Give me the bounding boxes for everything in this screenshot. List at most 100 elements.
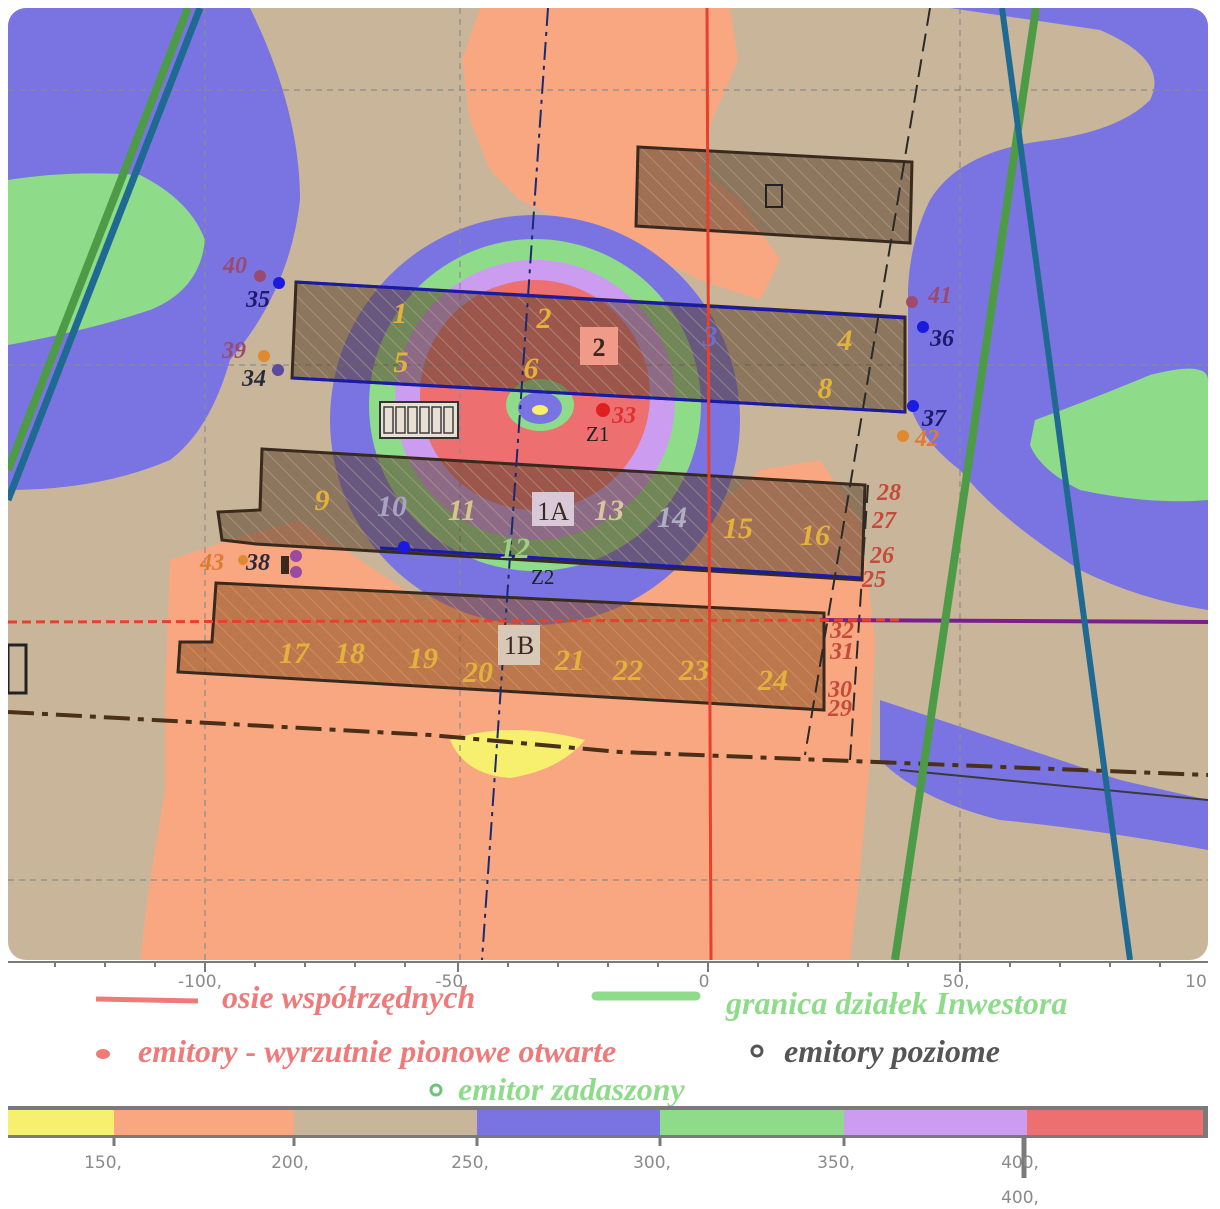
emitter-dot <box>258 350 270 362</box>
emitter-number: 42 <box>914 426 939 452</box>
emitter-dot <box>272 364 284 376</box>
legend-coord-axes: osie współrzędnych <box>222 979 475 1015</box>
coordinate-axes <box>8 8 901 960</box>
emitter-number: 39 <box>221 338 246 364</box>
emitter-dot <box>897 430 909 442</box>
colorbar-segment <box>294 1110 477 1135</box>
colorbar-segment <box>114 1110 294 1135</box>
colorbar-segment <box>477 1110 660 1135</box>
colorbar-segment <box>660 1110 844 1135</box>
section-number: 17 <box>279 637 310 670</box>
colorbar-tick: 400, <box>1001 1153 1039 1173</box>
emitter-dot <box>238 555 248 565</box>
colorbar: 150, 200, 250, 300, 350, 400, 400, <box>8 1106 1208 1208</box>
section-number: 15 <box>723 512 753 545</box>
emitter-number: 25 <box>861 567 886 593</box>
section-number: 9 <box>315 484 330 517</box>
emitter-dot <box>596 403 610 417</box>
colorbar-segment <box>8 1110 114 1135</box>
x-tick-label: 0 <box>699 972 710 992</box>
colorbar-tick: 200, <box>271 1153 309 1173</box>
legend-investor-boundary: granica działek Inwestora <box>725 985 1067 1021</box>
section-number: 19 <box>408 642 438 675</box>
legend-horizontal: emitory poziome <box>784 1033 1000 1069</box>
section-number: 20 <box>462 656 493 689</box>
zone-300-right-bottom <box>880 700 1208 850</box>
section-number: 23 <box>678 654 709 687</box>
x-tick-label: 10 <box>1185 972 1207 992</box>
colorbar-segment <box>844 1110 1027 1135</box>
section-number: 4 <box>837 324 853 357</box>
x-axis: -100, -50, 0 50, 10 <box>8 961 1208 992</box>
zone-200-bottom <box>140 460 875 960</box>
section-number: 24 <box>757 664 788 697</box>
emitter-number: 27 <box>871 508 897 534</box>
emitter-dot <box>907 400 919 412</box>
zone-label-z1: Z1 <box>586 422 609 446</box>
building-label-1a: 1A <box>537 497 569 526</box>
building-label-1b: 1B <box>504 631 534 660</box>
colorbar-segment <box>1027 1110 1203 1135</box>
zone-350-right <box>1030 368 1208 502</box>
emitter-number: 41 <box>927 283 952 309</box>
map-area: 2 1A 1B 1 2 3 4 5 6 8 9 10 11 12 13 14 1… <box>8 8 1208 960</box>
investor-boundary-right-green <box>891 8 1040 960</box>
building-block-2-north <box>634 145 914 245</box>
grid <box>8 8 1208 960</box>
section-number: 3 <box>702 320 718 353</box>
investor-boundary-right-blue <box>999 8 1133 960</box>
emitter-dot <box>917 321 929 333</box>
section-number: 5 <box>394 346 409 379</box>
emitter-number: 36 <box>929 326 954 352</box>
colorbar-tick: 350, <box>817 1153 855 1173</box>
section-number: 12 <box>500 532 530 565</box>
section-number: 2 <box>536 302 552 335</box>
colorbar-tick: 300, <box>633 1153 671 1173</box>
colorbar-tick: 150, <box>84 1153 122 1173</box>
emitter-dot <box>290 550 302 562</box>
emitter-number: 37 <box>921 406 947 432</box>
section-number: 21 <box>554 644 585 677</box>
emitter-number: 31 <box>829 639 854 665</box>
emitter-number: 43 <box>199 550 224 576</box>
section-number: 18 <box>335 637 365 670</box>
property-line-south <box>8 710 1208 777</box>
section-number: 6 <box>524 352 539 385</box>
section-number: 1 <box>393 297 408 330</box>
emitter-number: 34 <box>241 366 266 392</box>
investor-boundary-left-green <box>8 8 192 472</box>
section-number: 8 <box>818 372 833 405</box>
emitter-number: 29 <box>827 696 852 722</box>
section-number: 10 <box>377 490 407 523</box>
section-number: 22 <box>612 654 643 687</box>
zone-peak-core <box>532 405 548 415</box>
x-tick-label: -50, <box>435 972 468 992</box>
emitter-number: 38 <box>245 550 270 576</box>
emitter-number: 28 <box>876 480 901 506</box>
colorbar-tick-extra: 400, <box>1001 1188 1039 1208</box>
emitter-dot <box>273 277 285 289</box>
section-number: 11 <box>448 494 476 527</box>
emitter-points <box>238 270 929 578</box>
emitter-number: 32 <box>829 618 854 644</box>
section-number: 16 <box>800 519 830 552</box>
x-tick-label: 50, <box>942 972 969 992</box>
zone-label-z2: Z2 <box>531 565 554 589</box>
emitter-number: 40 <box>222 253 247 279</box>
section-number: 13 <box>594 494 624 527</box>
emitter-dot <box>254 270 266 282</box>
emitter-number: 30 <box>827 677 852 703</box>
investor-boundary-left-blue <box>8 8 204 502</box>
legend: osie współrzędnych granica działek Inwes… <box>95 979 1067 1107</box>
emitter-dot <box>290 566 302 578</box>
legend-vertical-open: emitory - wyrzutnie pionowe otwarte <box>138 1033 616 1069</box>
x-tick-label: -100, <box>178 972 222 992</box>
building-label-2: 2 <box>593 333 606 362</box>
emitter-number: 33 <box>611 403 636 429</box>
colorbar-tick: 250, <box>451 1153 489 1173</box>
zone-350-left <box>8 173 205 345</box>
emitter-dot <box>906 296 918 308</box>
emitter-dot <box>398 541 410 553</box>
emitter-horizontal <box>281 556 289 574</box>
